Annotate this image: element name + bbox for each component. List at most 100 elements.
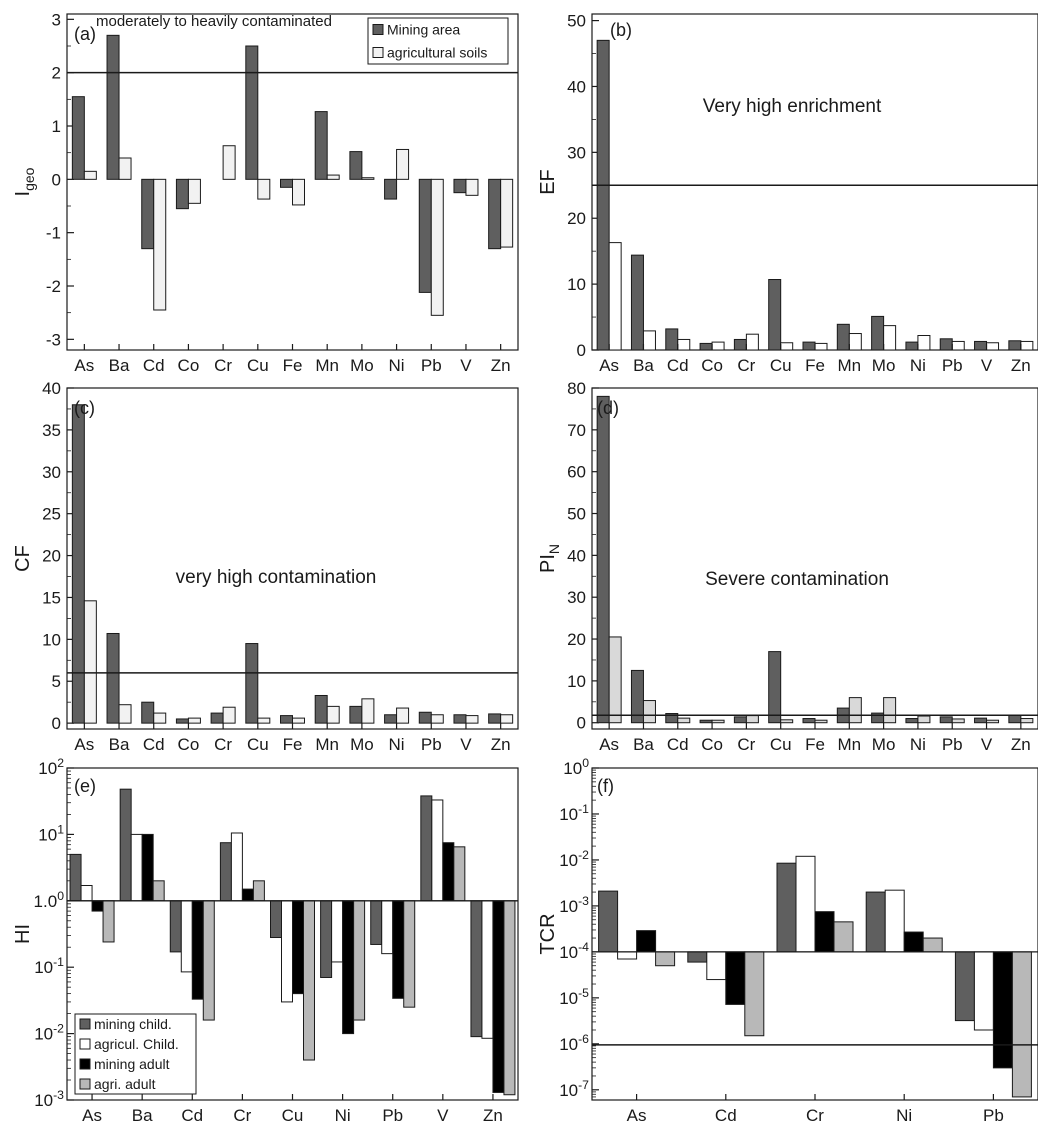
y-tick-label: -2: [46, 277, 61, 296]
bar-mo-agricultural-soils: [883, 325, 897, 351]
x-tick-label: As: [74, 735, 94, 754]
legend-swatch: [79, 1018, 91, 1030]
plot-frame: [591, 13, 1038, 351]
bar-cu-agri-adult: [303, 900, 315, 1061]
bar-cr-agricultural-soils: [745, 333, 759, 351]
bar-as-mining-child: [69, 853, 82, 902]
x-tick-label: Fe: [283, 735, 303, 754]
bar-cd-mining-child: [687, 951, 708, 963]
y-tick-label: 20: [567, 630, 586, 649]
y-tick-label: 10-3: [34, 1088, 64, 1110]
y-tick-label: 40: [567, 546, 586, 565]
x-tick-label: As: [627, 1106, 647, 1122]
threshold-label: very high contamination: [176, 567, 377, 588]
bar-pb-agricultural-soils: [430, 178, 444, 316]
bar-co-mining-area: [175, 718, 189, 724]
bar-ba-mining-area: [106, 34, 120, 180]
bar-mo-agricultural-soils: [361, 177, 375, 180]
y-tick-label: 10-3: [559, 894, 589, 916]
bar-cr-mining-area: [733, 716, 747, 724]
bar-ba-mining-child: [119, 788, 132, 902]
bar-mn-agricultural-soils: [326, 174, 340, 180]
bar-co-mining-area: [699, 342, 713, 351]
bar-cd-mining-adult: [191, 900, 204, 1000]
bar-cu-mining-area: [768, 279, 782, 351]
bar-ba-mining-adult: [141, 833, 154, 902]
panel-d: 0 10 20 30 40 50 60 70 80 PIN As Ba Cd Co Cr Cu Fe Mn Mo Ni…: [537, 379, 1038, 754]
legend-label: Mining area: [387, 22, 460, 38]
bar-ni-agricultural-soils: [917, 335, 931, 351]
x-tick-label: V: [437, 1106, 449, 1122]
y-tick-label: 50: [567, 505, 586, 524]
bar-mo-agricultural-soils: [361, 698, 375, 724]
x-tick-label: Cu: [247, 735, 269, 754]
bar-v-mining-area: [453, 178, 467, 194]
bar-pb-mining-child: [370, 900, 383, 945]
bar-zn-agri-adult: [503, 900, 516, 1096]
bar-zn-agricultural-soils: [1020, 718, 1034, 724]
bar-co-agricultural-soils: [711, 341, 725, 351]
bar-ba-agricultural-soils: [118, 704, 132, 724]
x-tick-label: Cd: [143, 356, 165, 375]
bar-pb-agricultural-soils: [951, 340, 965, 351]
bar-ni-mining-child: [320, 900, 333, 978]
y-tick-label: 10-2: [34, 1022, 64, 1044]
bar-fe-mining-area: [802, 718, 816, 724]
bar-ba-agricul-child: [130, 833, 143, 902]
legend-label: mining child.: [94, 1016, 172, 1032]
x-tick-label: Zn: [491, 735, 511, 754]
x-tick-label: Co: [178, 356, 200, 375]
bar-cr-mining-adult: [241, 888, 254, 902]
bar-cr-mining-area: [733, 338, 747, 351]
y-tick-label: 10-5: [559, 986, 589, 1008]
bar-as-agri-adult: [655, 951, 676, 967]
bar-cu-agricultural-soils: [780, 719, 794, 724]
x-tick-label: Mo: [872, 735, 896, 754]
bar-mo-mining-area: [349, 705, 363, 724]
bar-pb-mining-area: [418, 711, 432, 724]
bar-fe-agricultural-soils: [292, 178, 305, 206]
y-tick-label: 20: [567, 209, 586, 228]
bar-cd-agricul-child: [180, 900, 193, 973]
bar-zn-agricultural-soils: [500, 178, 514, 248]
bar-cd-mining-area: [665, 328, 679, 351]
bar-ni-mining-area: [384, 178, 398, 200]
panel-b: 0 10 20 30 40 50 EF As Ba Cd Co Cr Cu Fe Mn Mo Ni Pb V Zn Ve…: [537, 12, 1038, 375]
legend: Mining area agricultural soils: [367, 17, 509, 65]
panel-a: -3 -2 -1 0 1 2 3 Igeo As Ba Cd Co Cr Cu Fe Mn Mo Ni Pb V Zn m…: [12, 10, 519, 375]
bar-zn-agricultural-soils: [1020, 340, 1034, 351]
bar-cr-agri-adult: [252, 880, 265, 902]
bar-cu-agricul-child: [281, 900, 293, 1003]
bar-fe-agricultural-soils: [292, 717, 305, 724]
bar-cu-mining-area: [245, 45, 259, 180]
bar-pb-mining-adult: [992, 951, 1013, 1069]
bar-zn-agricul-child: [481, 900, 494, 1039]
x-tick-label: V: [981, 356, 993, 375]
x-tick-label: Ni: [335, 1106, 351, 1122]
y-tick-label: 30: [567, 143, 586, 162]
x-tick-label: Ba: [633, 735, 654, 754]
bar-zn-mining-area: [1008, 714, 1022, 724]
bar-cr-mining-child: [219, 842, 232, 902]
y-tick-label: 30: [42, 463, 61, 482]
bar-v-agricultural-soils: [465, 715, 479, 724]
bar-ni-mining-area: [384, 714, 398, 724]
bar-zn-agricultural-soils: [500, 714, 514, 724]
bar-ni-mining-adult: [342, 900, 355, 1035]
bar-ba-agricultural-soils: [642, 700, 656, 724]
bar-as-mining-area: [596, 395, 610, 724]
y-tick-label: -1: [46, 224, 61, 243]
x-tick-label: Cu: [770, 735, 792, 754]
y-tick-label: 80: [567, 379, 586, 398]
x-tick-label: Ni: [389, 735, 405, 754]
bar-as-mining-adult: [636, 930, 657, 953]
bar-v-mining-adult: [442, 842, 455, 902]
x-tick-label: Ba: [633, 356, 654, 375]
y-tick-label: 10-7: [559, 1078, 589, 1100]
bar-as-agricul-child: [80, 884, 93, 902]
bar-ni-mining-area: [905, 341, 919, 351]
bar-cr-agricultural-soils: [222, 706, 236, 724]
bar-ba-agricultural-soils: [118, 157, 132, 180]
y-tick-label: 10-1: [559, 802, 589, 824]
y-axis-label: Igeo: [12, 167, 37, 196]
